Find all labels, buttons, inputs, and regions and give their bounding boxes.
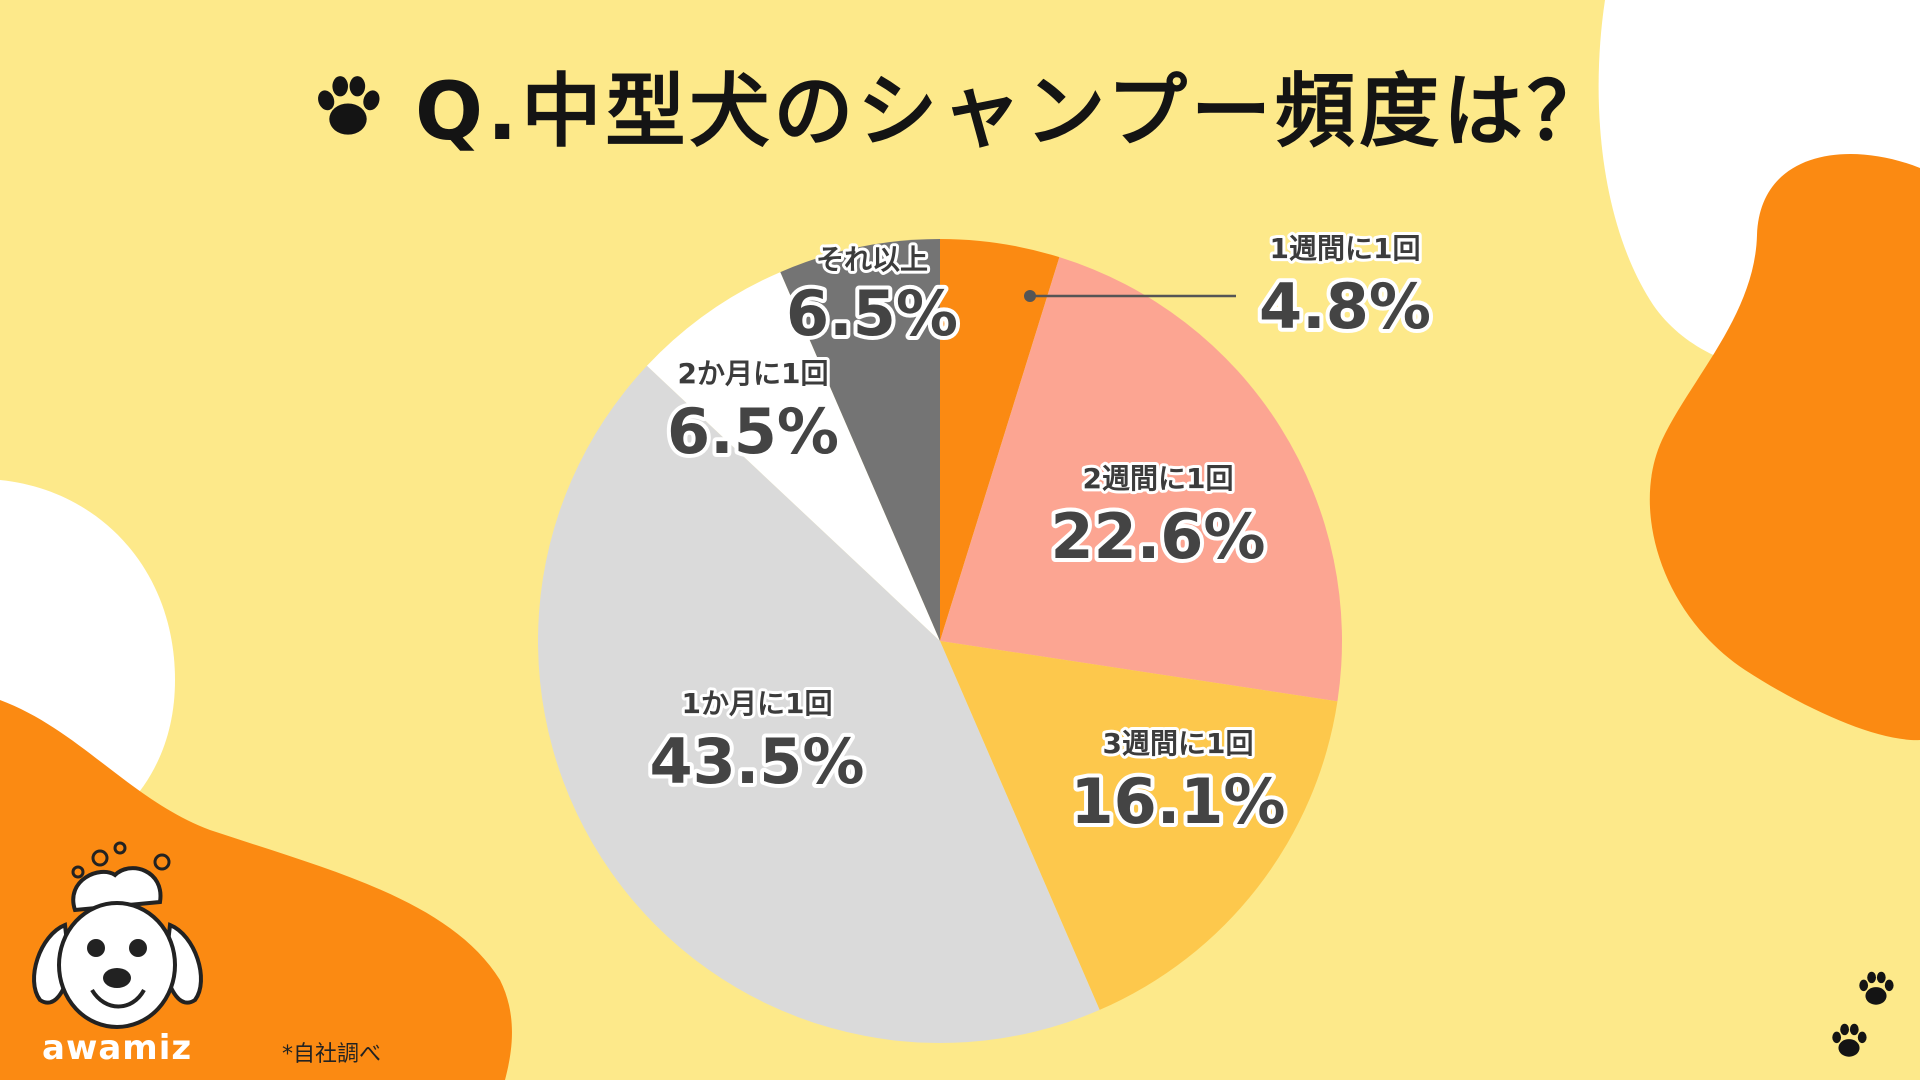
slice-category-label: 2週間に1回 <box>1083 462 1234 495</box>
slice-percent-label: 6.5% <box>786 277 958 350</box>
brand-logo: awamiz <box>42 1028 193 1068</box>
slice-category-label: 2か月に1回 <box>678 357 829 390</box>
pie-slice <box>780 239 940 641</box>
leader-dot <box>1024 290 1036 302</box>
pie-slice <box>940 257 1342 702</box>
slice-percent-label: 6.5% <box>667 395 839 468</box>
paw-print-icon <box>1859 971 1894 1005</box>
pie-slice <box>940 641 1338 1010</box>
pie-slice <box>646 272 940 641</box>
slice-percent-label: 4.8% <box>1259 270 1431 343</box>
slice-percent-label: 43.5% <box>649 725 864 798</box>
dog-mascot-icon <box>32 841 203 1029</box>
source-note: *自社調べ <box>282 1042 382 1067</box>
slice-category-label: 3週間に1回 <box>1103 727 1254 760</box>
slice-category-label: それ以上 <box>816 243 928 276</box>
pie-slice <box>538 365 1100 1043</box>
slice-category-label: 1週間に1回 <box>1270 232 1421 265</box>
slice-percent-label: 16.1% <box>1070 765 1285 838</box>
paw-print-icon <box>1832 1023 1867 1057</box>
paw-print-icon <box>318 76 380 135</box>
slice-percent-label: 22.6% <box>1050 500 1265 573</box>
orange-blob-right <box>1649 154 1920 741</box>
title-bar: Q.中型犬のシャンプー頻度は？ <box>0 40 1920 170</box>
slice-category-label: 1か月に1回 <box>682 687 833 720</box>
chart-title: Q.中型犬のシャンプー頻度は？ <box>415 65 1611 158</box>
pie-slice <box>940 239 1060 641</box>
